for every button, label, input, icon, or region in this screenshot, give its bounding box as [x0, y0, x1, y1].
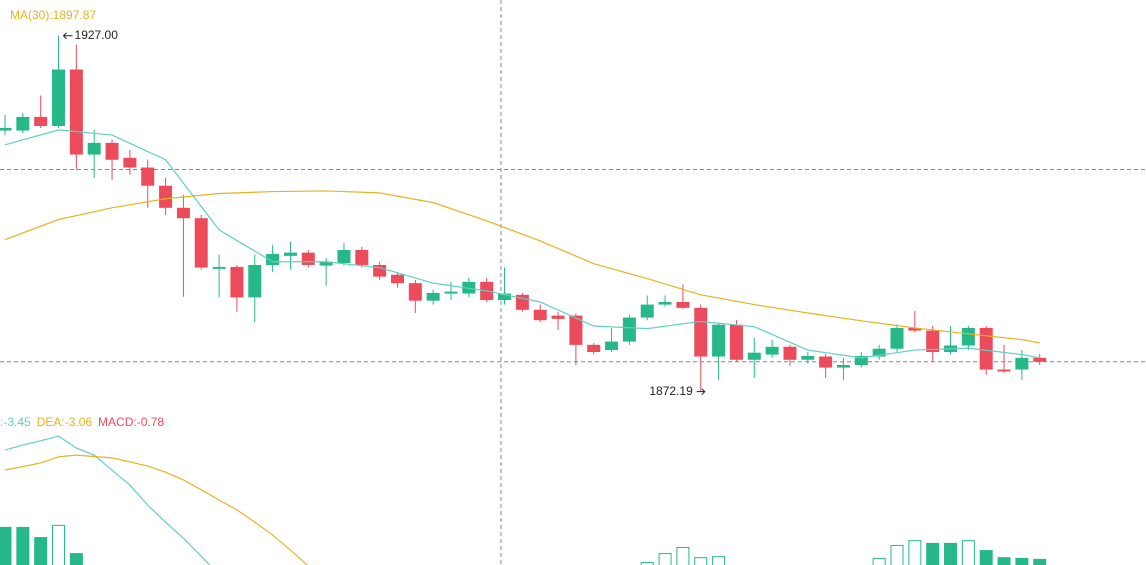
candle-body [87, 142, 101, 155]
candle-body [533, 309, 547, 321]
candle-body [872, 348, 886, 357]
macd-bar [694, 557, 708, 565]
candle-body [676, 301, 690, 308]
macd-bar [997, 557, 1011, 565]
macd-bar [944, 542, 958, 565]
candle-body [69, 69, 83, 155]
candle-body [52, 69, 66, 126]
candle-body [765, 346, 779, 355]
candle-body [712, 324, 726, 357]
candle-body [979, 327, 993, 370]
candle-body [1015, 357, 1029, 370]
candle-body [301, 252, 315, 265]
line-series [4, 454, 309, 565]
candle-body [390, 274, 404, 284]
annotation-arrow [62, 32, 73, 40]
candle-body [462, 281, 476, 294]
candle-body [569, 315, 583, 345]
candle-body [248, 264, 262, 298]
candle-body [355, 250, 369, 265]
macd-bar [16, 526, 30, 565]
candle-body [141, 167, 155, 186]
candle-body [319, 261, 333, 266]
candle-body [444, 291, 458, 294]
annotation-arrow [696, 388, 706, 396]
line-series [4, 435, 211, 565]
candle-body [997, 369, 1011, 372]
candle-body [337, 250, 351, 264]
candle-body [622, 317, 636, 342]
candle-body [123, 157, 137, 168]
candle-body [551, 315, 565, 319]
candle-body [729, 324, 743, 360]
candle-body [890, 327, 904, 349]
macd-bar [908, 540, 922, 565]
macd-bar [69, 553, 83, 565]
candle-body [498, 293, 512, 301]
candle-body [747, 352, 761, 360]
candle-body [408, 283, 422, 301]
line-series [4, 129, 1040, 359]
legend-entry: DEA:-3.06 [37, 415, 93, 429]
macd-bar [676, 546, 690, 565]
legend-entry: MA(30):1897.87 [10, 8, 96, 22]
candle-body [373, 264, 387, 277]
candle-body [694, 307, 708, 357]
candle-body [426, 292, 440, 301]
line-series [4, 190, 1040, 344]
macd-bar [979, 550, 993, 565]
candle-body [961, 327, 975, 346]
candle-body [266, 253, 280, 265]
candle-body [836, 364, 850, 368]
macd-bar [1015, 557, 1029, 565]
candle-body [212, 266, 226, 269]
candle-body [587, 344, 601, 352]
candle-body [819, 356, 833, 368]
candle-body [34, 116, 48, 126]
candle-body [0, 127, 12, 131]
macd-bar [890, 544, 904, 565]
candle-body [640, 304, 654, 318]
macd-bar [712, 556, 726, 565]
candle-body [176, 207, 190, 219]
macd-bar [872, 557, 886, 565]
macd-bar [926, 542, 940, 565]
annotation-label: 1927.00 [75, 28, 119, 42]
macd-bar [658, 553, 672, 565]
candle-body [658, 301, 672, 305]
legend-entry: MACD:-0.78 [98, 415, 164, 429]
candle-body [194, 218, 208, 268]
candle-body [783, 346, 797, 360]
candle-body [16, 116, 30, 131]
candle-body [908, 327, 922, 331]
candle-body [230, 266, 244, 298]
macd-bar [1033, 558, 1047, 565]
candle-body [105, 142, 119, 160]
macd-bar [961, 540, 975, 565]
macd-bar [52, 524, 66, 565]
candle-body [283, 252, 297, 256]
candle-body [159, 185, 173, 208]
candle-body [854, 355, 868, 365]
macd-bar [34, 537, 48, 565]
candle-body [605, 341, 619, 351]
legend-entry: :-3.45 [0, 415, 31, 429]
candle-body [801, 355, 815, 360]
macd-bar [640, 561, 654, 565]
macd-bar [0, 526, 12, 565]
candle-body [926, 330, 940, 352]
annotation-label: 1872.19 [649, 384, 693, 398]
candle-body [1033, 357, 1047, 362]
